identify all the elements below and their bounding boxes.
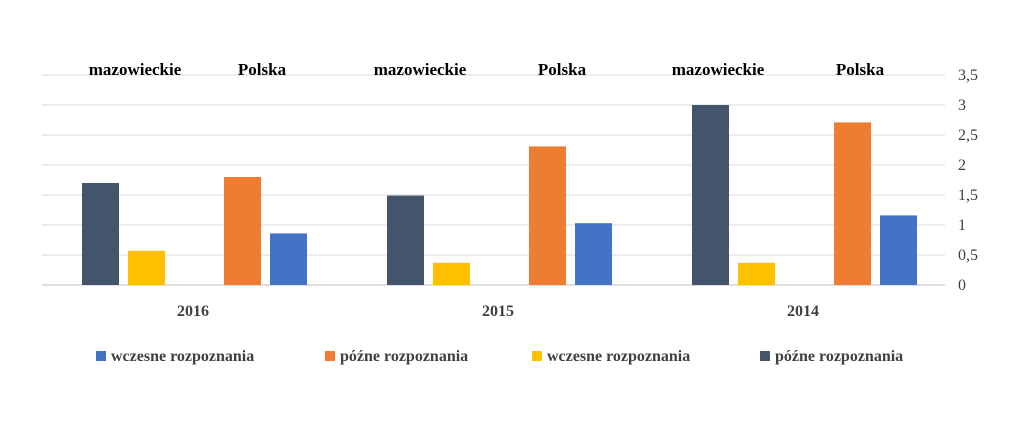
group-region-label: Polska: [836, 60, 885, 79]
y-tick-label: 1,5: [958, 187, 978, 204]
bar: [433, 262, 470, 285]
bar: [834, 122, 871, 286]
bar: [224, 177, 261, 285]
bar: [529, 146, 566, 285]
group-region-label: Polska: [238, 60, 287, 79]
x-category-label: 2015: [482, 303, 514, 320]
y-tick-label: 3: [958, 97, 966, 114]
x-category-label: 2016: [177, 303, 209, 320]
bar: [128, 250, 165, 285]
y-tick-label: 1: [958, 217, 966, 234]
y-tick-label: 3,5: [958, 67, 978, 84]
bar: [82, 183, 119, 285]
legend-swatch: [96, 351, 106, 361]
group-region-label: mazowieckie: [672, 60, 765, 79]
legend-swatch: [532, 351, 542, 361]
legend-label: wczesne rozpoznania: [547, 348, 690, 365]
bar: [270, 233, 307, 285]
legend-label: późne rozpoznania: [775, 348, 903, 365]
y-tick-label: 0: [958, 277, 966, 294]
group-region-label: mazowieckie: [374, 60, 467, 79]
legend-label: wczesne rozpoznania: [111, 348, 254, 365]
legend-label: późne rozpoznania: [340, 348, 468, 365]
legend-swatch: [325, 351, 335, 361]
y-tick-label: 0,5: [958, 247, 978, 264]
bar: [387, 195, 424, 285]
bar: [692, 105, 729, 285]
y-tick-label: 2,5: [958, 127, 978, 144]
x-category-label: 2014: [787, 303, 819, 320]
group-region-label: Polska: [538, 60, 587, 79]
y-tick-label: 2: [958, 157, 966, 174]
legend-swatch: [760, 351, 770, 361]
group-region-label: mazowieckie: [89, 60, 182, 79]
bar: [880, 215, 917, 285]
bar: [738, 262, 775, 285]
bar: [575, 223, 612, 285]
